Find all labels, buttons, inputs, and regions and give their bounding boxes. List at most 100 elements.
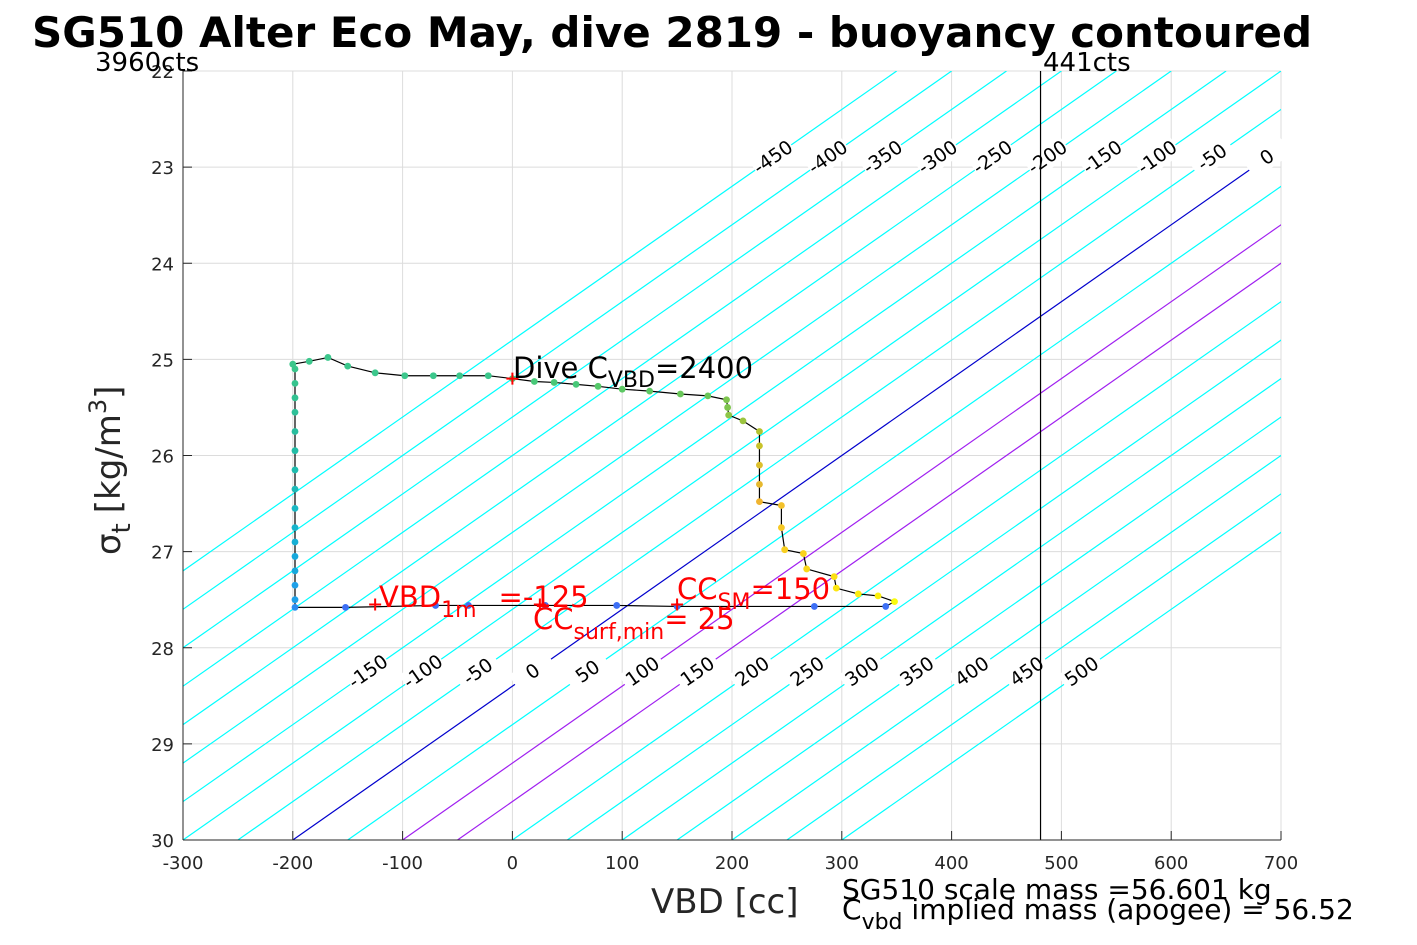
dive-point	[291, 447, 299, 455]
right-counts-label: 441cts	[1043, 48, 1131, 78]
dive-point	[291, 380, 299, 387]
y-tick-label: 29	[151, 735, 174, 756]
contour-line	[183, 71, 1062, 687]
annotation-markers	[369, 372, 684, 611]
dive-point	[291, 408, 299, 416]
contour-label-bg	[838, 650, 887, 694]
dive-point	[401, 372, 409, 380]
contour-line	[292, 147, 1281, 840]
dive-point	[305, 357, 313, 365]
cc-surf-min-annotation: CCsurf,min= 25	[533, 602, 735, 645]
dive-point	[432, 602, 439, 609]
marker-cross	[533, 598, 546, 611]
contour-label: -150	[1079, 136, 1127, 179]
dive-point	[723, 396, 730, 404]
marker-cross	[506, 372, 519, 385]
dive-point	[676, 390, 684, 398]
y-tick-label: 25	[151, 350, 174, 371]
y-tick-label: 26	[151, 447, 174, 468]
dive-point	[291, 466, 299, 474]
contour-label-bg	[398, 650, 448, 694]
contour-line	[347, 185, 1281, 840]
dive-point	[291, 485, 299, 493]
dive-point	[810, 603, 818, 610]
contour-line	[183, 71, 1117, 726]
contour-label-bg	[1133, 135, 1182, 180]
dive-point	[465, 602, 472, 609]
contour-line	[731, 454, 1281, 840]
dive-cvbd-annotation: Dive CVBD=2400	[513, 351, 753, 393]
scale-mass-text: SG510 scale mass =56.601 kg	[842, 873, 1272, 906]
contour-label: -400	[804, 136, 852, 179]
contour-label-bg	[618, 650, 668, 694]
contour-line	[841, 531, 1281, 840]
contour-label-bg	[343, 650, 393, 694]
x-tick-label: -200	[272, 853, 313, 874]
contour-line	[183, 71, 1007, 649]
contour-label-bg	[728, 650, 777, 694]
dive-point	[724, 404, 732, 411]
buoyancy-contours	[183, 71, 1281, 840]
dive-point	[291, 524, 299, 531]
contour-line	[183, 71, 1172, 764]
dive-point	[429, 372, 437, 380]
contour-label-bg	[563, 650, 613, 694]
contour-label-bg	[968, 135, 1018, 180]
contour-label: -350	[859, 136, 907, 179]
dive-point	[371, 369, 379, 377]
contour-label-bg	[858, 135, 908, 180]
x-tick-label: 700	[1264, 853, 1298, 874]
y-tick-label: 23	[151, 158, 174, 179]
x-tick-label: 100	[605, 853, 639, 874]
dive-point	[291, 394, 299, 402]
contour-label: -100	[399, 650, 447, 693]
contour-line	[237, 108, 1281, 840]
contour-line	[183, 71, 1281, 840]
contour-line	[621, 377, 1281, 840]
x-axis-label: VBD [cc]	[651, 882, 799, 922]
dive-point	[291, 567, 299, 575]
y-tick-label: 30	[151, 831, 174, 852]
dive-point	[594, 382, 602, 390]
contour-label: -300	[914, 136, 962, 179]
contour-label: -250	[969, 136, 1017, 179]
contour-line	[183, 71, 1227, 803]
contour-label-bg	[508, 650, 558, 694]
contour-label-bg	[1242, 135, 1292, 180]
x-tick-label: -100	[382, 853, 423, 874]
dive-point	[830, 573, 838, 581]
dive-point	[756, 428, 763, 435]
x-tick-label: 0	[507, 853, 518, 874]
y-tick-labels: 22 23 24 25 26 27 28 29 30	[151, 62, 174, 852]
dive-point	[756, 461, 763, 469]
dive-point	[550, 379, 558, 386]
contour-label-bg	[1188, 135, 1237, 180]
dive-point	[456, 372, 464, 380]
dive-point	[778, 502, 785, 509]
x-tick-labels: -300 -200 -100 0 100 200 300 400 500 600 700	[163, 853, 1299, 874]
dive-point	[799, 550, 807, 557]
dive-point	[291, 581, 299, 589]
contour-line	[457, 262, 1281, 840]
contour-label-bg	[748, 135, 798, 180]
x-tick-label: 400	[934, 853, 968, 874]
x-tick-label: 300	[825, 853, 859, 874]
dive-point	[891, 598, 898, 606]
dive-point	[646, 387, 654, 395]
contour-label-bg	[783, 650, 832, 694]
contour-labels: -450 -400 -350 -300 -250 -200 -150 -100 -50 0-150…	[343, 135, 1292, 694]
contour-label-bg	[1023, 135, 1073, 180]
x-tick-label: 600	[1154, 853, 1188, 874]
chart-title: SG510 Alter Eco May, dive 2819 - buoyanc…	[32, 8, 1312, 57]
contour-label-bg	[803, 135, 853, 180]
dive-point	[572, 380, 580, 388]
dive-point	[484, 372, 492, 380]
dive-point	[613, 602, 621, 609]
x-tick-label: -300	[163, 853, 204, 874]
dive-point	[756, 498, 763, 506]
y-tick-label: 27	[151, 543, 174, 564]
contour-label-bg	[673, 650, 723, 694]
contour-label-bg	[453, 650, 503, 694]
dive-points	[289, 354, 898, 611]
dive-point	[291, 603, 299, 611]
